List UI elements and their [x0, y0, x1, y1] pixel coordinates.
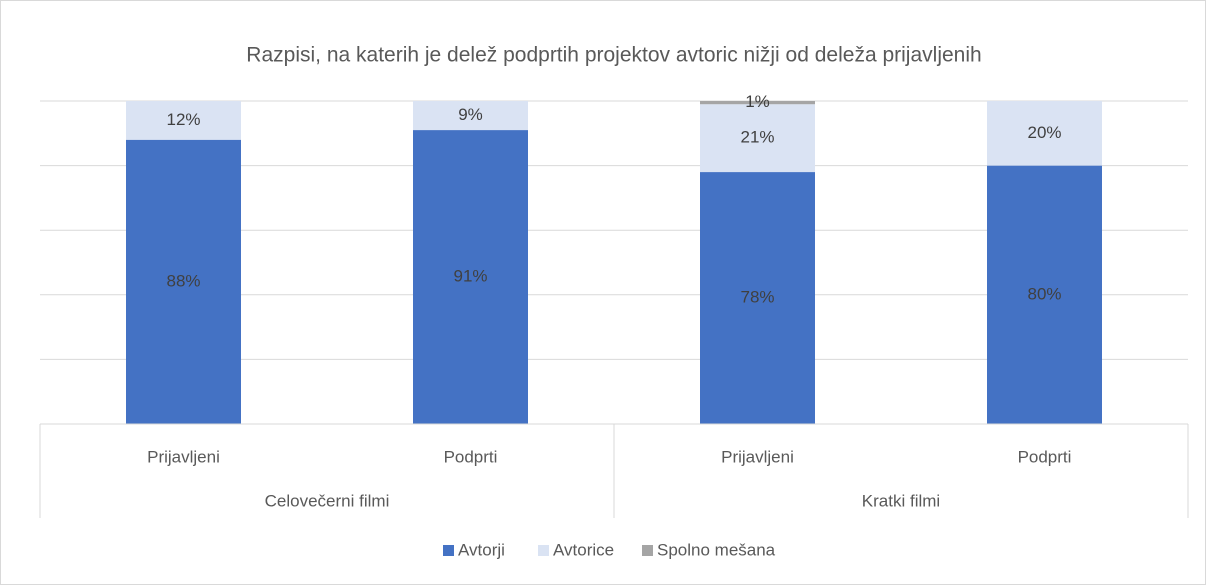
bar-segment [700, 101, 815, 105]
data-label: 78% [740, 288, 774, 307]
bar-segment [700, 172, 815, 424]
legend-label: Avtorji [458, 540, 505, 559]
x-tick-label: Prijavljeni [721, 447, 794, 466]
legend-swatch [642, 545, 653, 556]
x-tick-label: Prijavljeni [147, 447, 220, 466]
legend-swatch [538, 545, 549, 556]
legend-label: Avtorice [553, 540, 614, 559]
x-tick-label: Podprti [1018, 447, 1072, 466]
data-label: 9% [458, 105, 483, 124]
data-label: 12% [166, 110, 200, 129]
group-label: Kratki filmi [862, 491, 940, 510]
data-label: 21% [740, 128, 774, 147]
data-label: 1% [745, 92, 770, 111]
bar-segment [126, 139, 241, 424]
chart-title: Razpisi, na katerih je delež podprtih pr… [246, 44, 981, 67]
data-label: 88% [166, 271, 200, 290]
bar-segment [126, 101, 241, 140]
bar-segment [987, 165, 1102, 424]
legend-label: Spolno mešana [657, 540, 776, 559]
bar-segment [413, 130, 528, 424]
bar-segment [700, 104, 815, 173]
legend-swatch [443, 545, 454, 556]
group-label: Celovečerni filmi [265, 491, 390, 510]
bar-segment [413, 101, 528, 131]
data-label: 80% [1027, 284, 1061, 303]
bar-segment [987, 101, 1102, 166]
x-tick-label: Podprti [444, 447, 498, 466]
data-label: 20% [1027, 123, 1061, 142]
data-label: 91% [453, 267, 487, 286]
